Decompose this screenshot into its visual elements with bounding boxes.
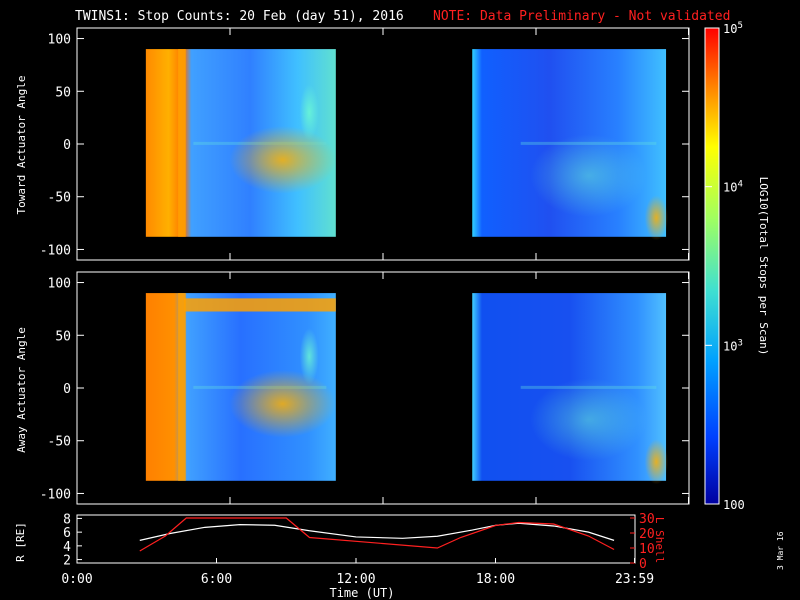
away-angle-panel: 100 50 0 -50 -100 Away Actuator Angle [15, 271, 690, 505]
lshell-series-line [139, 517, 615, 552]
orbit-left-tick-label: 6 [63, 526, 71, 541]
toward-ytick-label: -50 [48, 191, 71, 206]
away-plume [299, 328, 319, 385]
radius-series-line [139, 522, 615, 541]
away-ytick-label: -100 [40, 487, 71, 502]
toward-corner-hot [644, 195, 668, 241]
toward-ytick-label: -100 [40, 243, 71, 258]
orbit-left-tick-label: 2 [63, 554, 71, 569]
toward-hot-column [178, 49, 186, 237]
colorbar-tick-label: 103 [723, 338, 743, 353]
toward-cyan-region [530, 134, 647, 217]
away-ytick-label: 50 [55, 329, 71, 344]
toward-plume [299, 84, 319, 141]
toward-ytick-label: 100 [48, 33, 71, 48]
date-stamp: 3 Mar 16 [776, 531, 785, 570]
away-corner-hot [644, 439, 668, 485]
colorbar-gradient [704, 27, 720, 505]
orbit-right-label: L Shell [653, 517, 666, 563]
toward-angle-panel: 100 50 0 -50 -100 Toward Actuator Angle [15, 27, 690, 261]
chart-title: TWINS1: Stop Counts: 20 Feb (day 51), 20… [75, 9, 404, 24]
colorbar: 105 104 103 100 LOG10(Total Stops per Scan) [704, 21, 770, 512]
orbit-left-tick-label: 8 [63, 512, 71, 527]
time-tick-label: 23:59 [615, 572, 654, 587]
away-top-band [183, 298, 336, 312]
time-axis-labels: 0:00 6:00 12:00 18:00 23:59 [61, 572, 654, 587]
toward-angle-ylabel: Toward Actuator Angle [15, 75, 28, 214]
colorbar-tick-label: 105 [723, 21, 743, 36]
away-ytick-label: 0 [63, 382, 71, 397]
preliminary-note: NOTE: Data Preliminary - Not validated [433, 9, 730, 24]
colorbar-tick-label: 104 [723, 180, 743, 195]
away-ytick-label: -50 [48, 435, 71, 450]
time-tick-label: 0:00 [61, 572, 92, 587]
away-ytick-label: 100 [48, 277, 71, 292]
colorbar-label: LOG10(Total Stops per Scan) [757, 177, 770, 356]
away-warm-region [229, 370, 336, 438]
orbit-left-tick-label: 4 [63, 540, 71, 555]
orbit-right-tick-label: 0 [639, 557, 647, 572]
time-axis-title: Time (UT) [329, 586, 394, 600]
orbit-right-tick-label: 10 [639, 542, 655, 557]
time-tick-label: 18:00 [476, 572, 515, 587]
orbit-left-label: R [RE] [14, 522, 27, 562]
toward-ytick-label: 0 [63, 138, 71, 153]
colorbar-tick-label: 100 [723, 498, 745, 512]
away-angle-ylabel: Away Actuator Angle [15, 327, 28, 453]
time-tick-label: 6:00 [201, 572, 232, 587]
time-tick-label: 12:00 [336, 572, 375, 587]
toward-warm-region [229, 126, 336, 194]
away-cyan-region [530, 378, 647, 461]
orbit-right-tick-label: 20 [639, 527, 655, 542]
toward-ytick-label: 50 [55, 85, 71, 100]
orbit-right-tick-label: 30 [639, 512, 655, 527]
away-hot-column [178, 293, 186, 481]
